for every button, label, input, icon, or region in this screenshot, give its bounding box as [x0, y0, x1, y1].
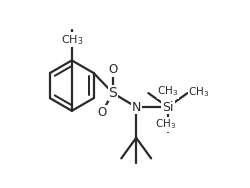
Text: O: O — [97, 106, 106, 119]
Text: S: S — [108, 86, 117, 100]
Text: CH$_3$: CH$_3$ — [157, 85, 178, 99]
Text: CH$_3$: CH$_3$ — [60, 33, 83, 47]
Text: Si: Si — [162, 101, 174, 114]
Text: CH$_3$: CH$_3$ — [188, 85, 210, 99]
Text: O: O — [108, 63, 118, 76]
Text: CH$_3$: CH$_3$ — [156, 118, 177, 131]
Text: N: N — [132, 101, 141, 114]
